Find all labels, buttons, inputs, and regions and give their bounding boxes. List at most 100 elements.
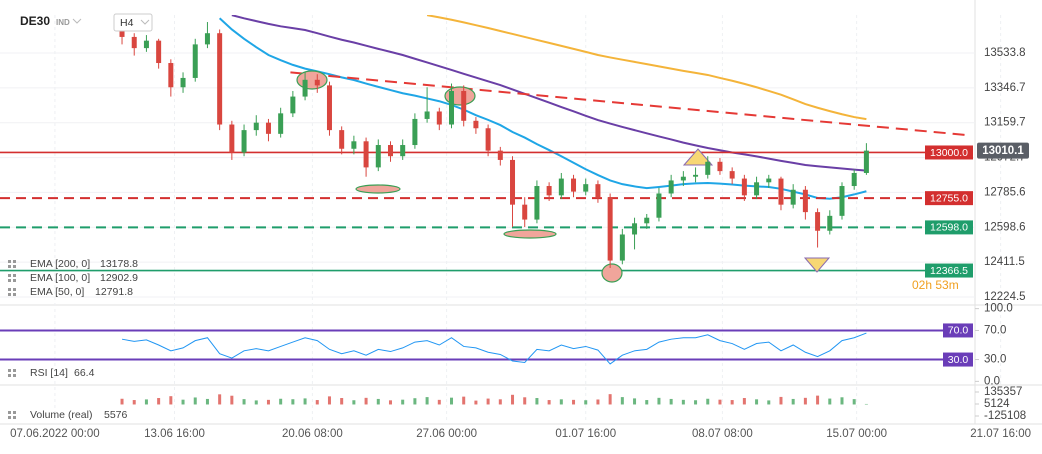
x-tick-label: 08.07 08:00 <box>692 428 753 440</box>
candle-body <box>583 184 589 192</box>
candle-body <box>680 176 686 181</box>
candle-body <box>217 33 223 125</box>
candle-body <box>863 150 869 173</box>
candle-body <box>400 145 406 157</box>
volume-bar <box>608 394 612 405</box>
volume-bar <box>828 398 832 405</box>
rsi-level-label: 30.0 <box>948 354 969 366</box>
legend-icon <box>8 411 11 414</box>
candle-body <box>156 40 162 64</box>
volume-bar <box>169 396 173 405</box>
candle-body <box>131 36 137 49</box>
candle-body <box>192 44 198 78</box>
ema-line <box>231 15 867 172</box>
volume-bar <box>132 400 136 405</box>
volume-bar <box>803 397 807 405</box>
candle-body <box>729 171 735 179</box>
volume-bar <box>230 395 234 405</box>
timeframe[interactable]: H4 <box>120 17 134 29</box>
candle-body <box>693 174 699 177</box>
volume-bar <box>718 399 722 405</box>
candle-body <box>436 111 442 125</box>
candle-body <box>827 215 833 231</box>
candle-body <box>290 96 296 114</box>
volume-bar <box>511 394 515 405</box>
legend-icon <box>13 279 16 282</box>
volume-bar <box>144 399 148 405</box>
volume-bar <box>633 398 637 405</box>
legend-icon <box>13 369 16 372</box>
x-tick-label: 01.07 16:00 <box>555 428 616 440</box>
x-tick-label: 20.06 08:00 <box>282 428 343 440</box>
legend-label: EMA [200, 0] <box>30 258 90 270</box>
candle-body <box>778 178 784 205</box>
candle-body <box>278 113 284 134</box>
candle-body <box>839 186 845 216</box>
symbol: DE30 <box>20 14 50 28</box>
candle-body <box>717 161 723 172</box>
volume-tick-label: 5124 <box>984 398 1010 410</box>
volume-bar <box>303 398 307 405</box>
volume-bar <box>645 400 649 405</box>
volume-bar <box>205 398 209 405</box>
volume-bar <box>681 399 685 405</box>
level-label-box <box>925 191 973 206</box>
legend-icon <box>8 416 11 419</box>
candle-body <box>497 150 503 160</box>
volume-bar <box>327 396 331 405</box>
volume-bar <box>279 398 283 405</box>
candle-body <box>790 189 796 205</box>
volume-legend-label: Volume (real) <box>30 409 92 421</box>
rsi-level-box <box>943 323 973 338</box>
candle-body <box>754 182 760 196</box>
last-price-label: 13010.1 <box>982 145 1024 157</box>
dropdown-icon[interactable] <box>72 18 82 24</box>
x-tick-label: 21.07 16:00 <box>970 428 1031 440</box>
ema-line <box>426 15 867 121</box>
volume-bar <box>864 403 868 405</box>
legend-icon <box>13 293 16 296</box>
volume-bar <box>266 399 270 405</box>
volume-bar <box>779 396 783 405</box>
candle-body <box>644 217 650 224</box>
legend-icon <box>13 416 16 419</box>
legend-icon <box>13 288 16 291</box>
volume-bar <box>767 400 771 405</box>
volume-bar <box>376 398 380 405</box>
volume-bar <box>450 397 454 405</box>
candle-body <box>119 29 125 37</box>
volume-bar <box>620 397 624 405</box>
candle-body <box>705 161 711 175</box>
legend-icon <box>13 374 16 377</box>
rsi-tick-label: 70.0 <box>984 324 1006 336</box>
candle-body <box>473 120 479 129</box>
candle-body <box>302 79 308 97</box>
volume-bar <box>755 399 759 405</box>
candle-body <box>546 186 552 196</box>
candle-body <box>534 186 540 220</box>
legend-icon <box>13 260 16 263</box>
candle-body <box>619 234 625 261</box>
volume-bar <box>254 400 258 405</box>
legend-value: 13178.8 <box>100 258 138 270</box>
candle-body <box>253 122 259 131</box>
candle-body <box>522 204 528 220</box>
candle-body <box>265 122 271 134</box>
candle-body <box>314 79 320 86</box>
candle-body <box>339 130 345 149</box>
legend-icon <box>8 293 11 296</box>
volume-bar <box>437 399 441 405</box>
volume-bar <box>157 398 161 405</box>
timeframe-select[interactable] <box>113 13 153 32</box>
x-tick-label: 13.06 16:00 <box>144 428 205 440</box>
volume-legend-value: 5576 <box>104 409 128 421</box>
legend-icon <box>13 274 16 277</box>
volume-bar <box>364 397 368 405</box>
volume-bar <box>669 398 673 405</box>
annotation-ellipse <box>503 229 557 239</box>
y-tick-label: 12785.6 <box>984 186 1026 198</box>
volume-bar <box>816 395 820 405</box>
candle-body <box>351 141 357 149</box>
candle-body <box>571 178 577 192</box>
